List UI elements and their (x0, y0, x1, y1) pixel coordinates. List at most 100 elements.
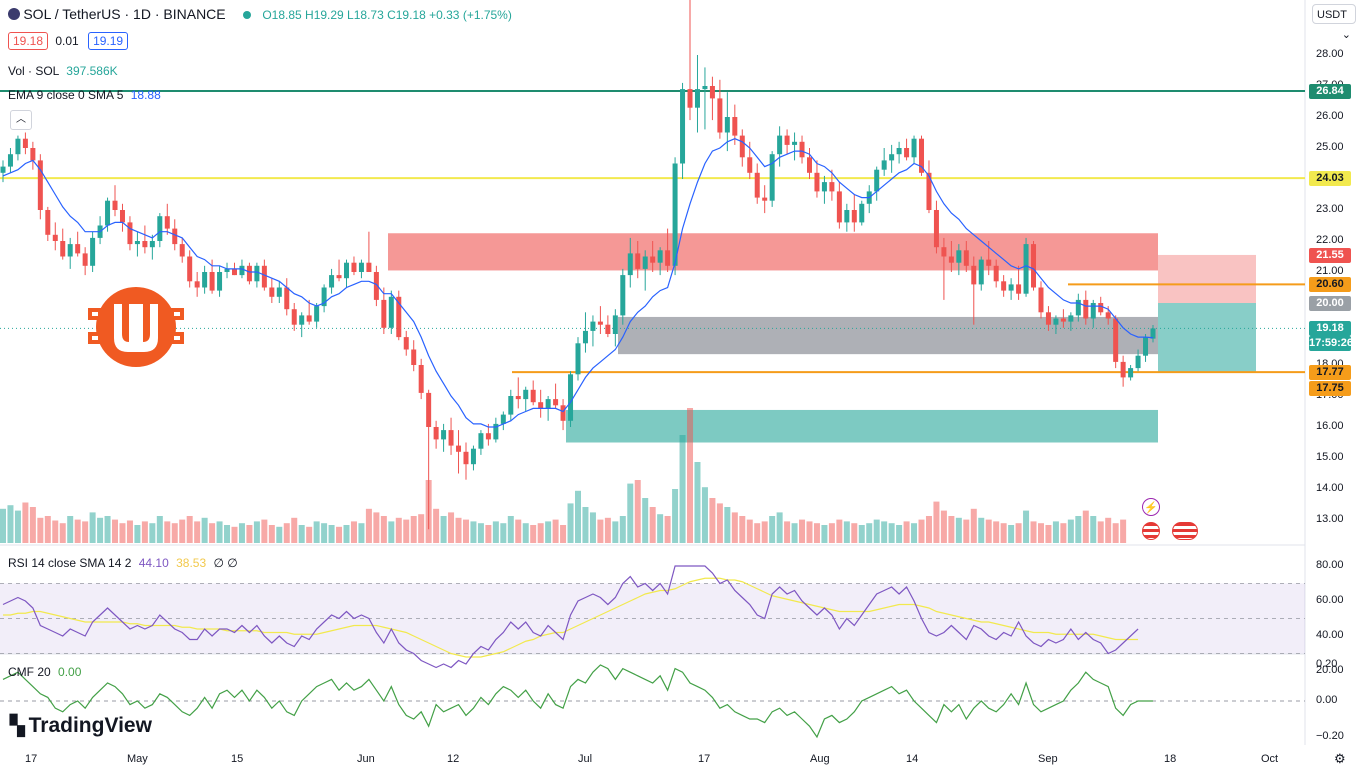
volume-bar (731, 512, 738, 543)
volume-bar (440, 516, 447, 543)
volume-bar (724, 507, 731, 543)
candle-body (739, 135, 745, 158)
price-tag: 20.00 (1309, 296, 1351, 311)
candle-body (941, 247, 947, 257)
volume-bar (52, 520, 59, 543)
volume-bar (462, 519, 469, 543)
candle-body (478, 433, 484, 449)
rsi-label: RSI 14 close SMA 14 2 (8, 556, 132, 570)
volume-bar (552, 519, 559, 543)
candle-body (1038, 287, 1044, 313)
volume-bar (388, 521, 395, 543)
candle-body (635, 253, 641, 269)
volume-bar (433, 508, 440, 543)
volume-bar (843, 521, 850, 543)
rsi-extra-value: ∅ ∅ (213, 556, 238, 570)
volume-bar (903, 521, 910, 543)
volume-bar (911, 523, 918, 543)
us-event-flag-icon[interactable] (1142, 522, 1160, 540)
candle-body (403, 337, 409, 350)
candle-body (60, 241, 66, 257)
candle-body (612, 315, 618, 334)
volume-bar (7, 505, 14, 543)
volume-bar (291, 517, 298, 543)
candle-body (680, 89, 686, 164)
candle-body (582, 330, 588, 344)
collapse-legend-icon[interactable]: ︿ (10, 110, 32, 130)
volume-bar (313, 521, 320, 543)
candle-body (792, 141, 798, 145)
volume-bar (403, 519, 410, 543)
candle-body (724, 117, 730, 133)
candle-body (276, 287, 282, 297)
volume-bar (687, 408, 694, 543)
lightning-event-icon[interactable]: ⚡ (1142, 498, 1160, 516)
candle-body (784, 135, 790, 145)
date-axis-label: Sep (1038, 753, 1058, 765)
candle-body (986, 259, 992, 266)
volume-bar (866, 523, 873, 543)
volume-bar (672, 489, 679, 543)
candle-body (627, 253, 633, 276)
volume-bar (328, 525, 335, 543)
symbol-title[interactable]: SOL / TetherUS · 1D · BINANCE (23, 6, 226, 22)
price-tag: 26.84 (1309, 83, 1351, 99)
volume-bar (784, 521, 791, 543)
volume-bar (1037, 523, 1044, 543)
volume-bar (530, 525, 537, 543)
volume-bar (179, 519, 186, 543)
volume-value: 397.586K (66, 64, 118, 78)
candle-body (381, 299, 387, 328)
candle-body (1113, 318, 1119, 362)
volume-bar (545, 521, 552, 543)
volume-bar (156, 516, 163, 543)
candle-body (246, 265, 252, 282)
candle-body (119, 210, 125, 223)
price-tag: 17.75 (1309, 381, 1351, 397)
rsi-sma-value: 38.53 (176, 556, 207, 570)
candle-body (732, 117, 738, 136)
volume-bar (1120, 519, 1127, 543)
rsi-axis-label: 40.00 (1316, 629, 1344, 641)
candle-body (956, 250, 962, 263)
tradingview-logo: ▚ TradingView (10, 714, 152, 738)
candle-body (821, 182, 827, 192)
rsi-line (2, 565, 1139, 669)
currency-selector[interactable]: USDT ⌄ (1312, 4, 1356, 41)
volume-bar (873, 519, 880, 543)
us-event-flag-icon[interactable] (1172, 522, 1198, 540)
volume-bar (888, 523, 895, 543)
candle-body (299, 315, 305, 325)
volume-bar (261, 519, 268, 543)
volume-bar (940, 510, 947, 543)
rsi-value: 44.10 (138, 556, 169, 570)
candle-body (194, 281, 200, 288)
price-tag: 21.55 (1309, 247, 1351, 263)
candle-body (694, 89, 700, 108)
candle-body (1053, 318, 1059, 325)
candle-body (202, 272, 208, 288)
channel-watermark-logo (88, 287, 184, 367)
candle-body (284, 287, 290, 310)
volume-bar (1090, 516, 1097, 543)
candle-body (291, 309, 297, 325)
settings-gear-icon[interactable]: ⚙ (1334, 751, 1346, 766)
candle-body (426, 392, 432, 427)
rsi-axis-label: 20.00 (1316, 664, 1344, 676)
volume-bar (1105, 517, 1112, 543)
volume-bar (664, 516, 671, 543)
volume-bar (881, 521, 888, 543)
volume-legend: Vol · SOL 397.586K (8, 64, 118, 78)
price-tag: 20.60 (1309, 277, 1351, 293)
volume-bar (171, 523, 178, 543)
rsi-axis-label: 60.00 (1316, 594, 1344, 606)
candle-body (7, 154, 13, 167)
candle-body (463, 451, 469, 465)
bid-price[interactable]: 19.18 (8, 32, 49, 50)
ask-price[interactable]: 19.19 (88, 32, 129, 50)
candle-body (456, 445, 462, 452)
ema-label: EMA 9 close 0 SMA 5 (8, 88, 124, 102)
volume-bar (365, 508, 372, 543)
candle-body (948, 256, 954, 263)
